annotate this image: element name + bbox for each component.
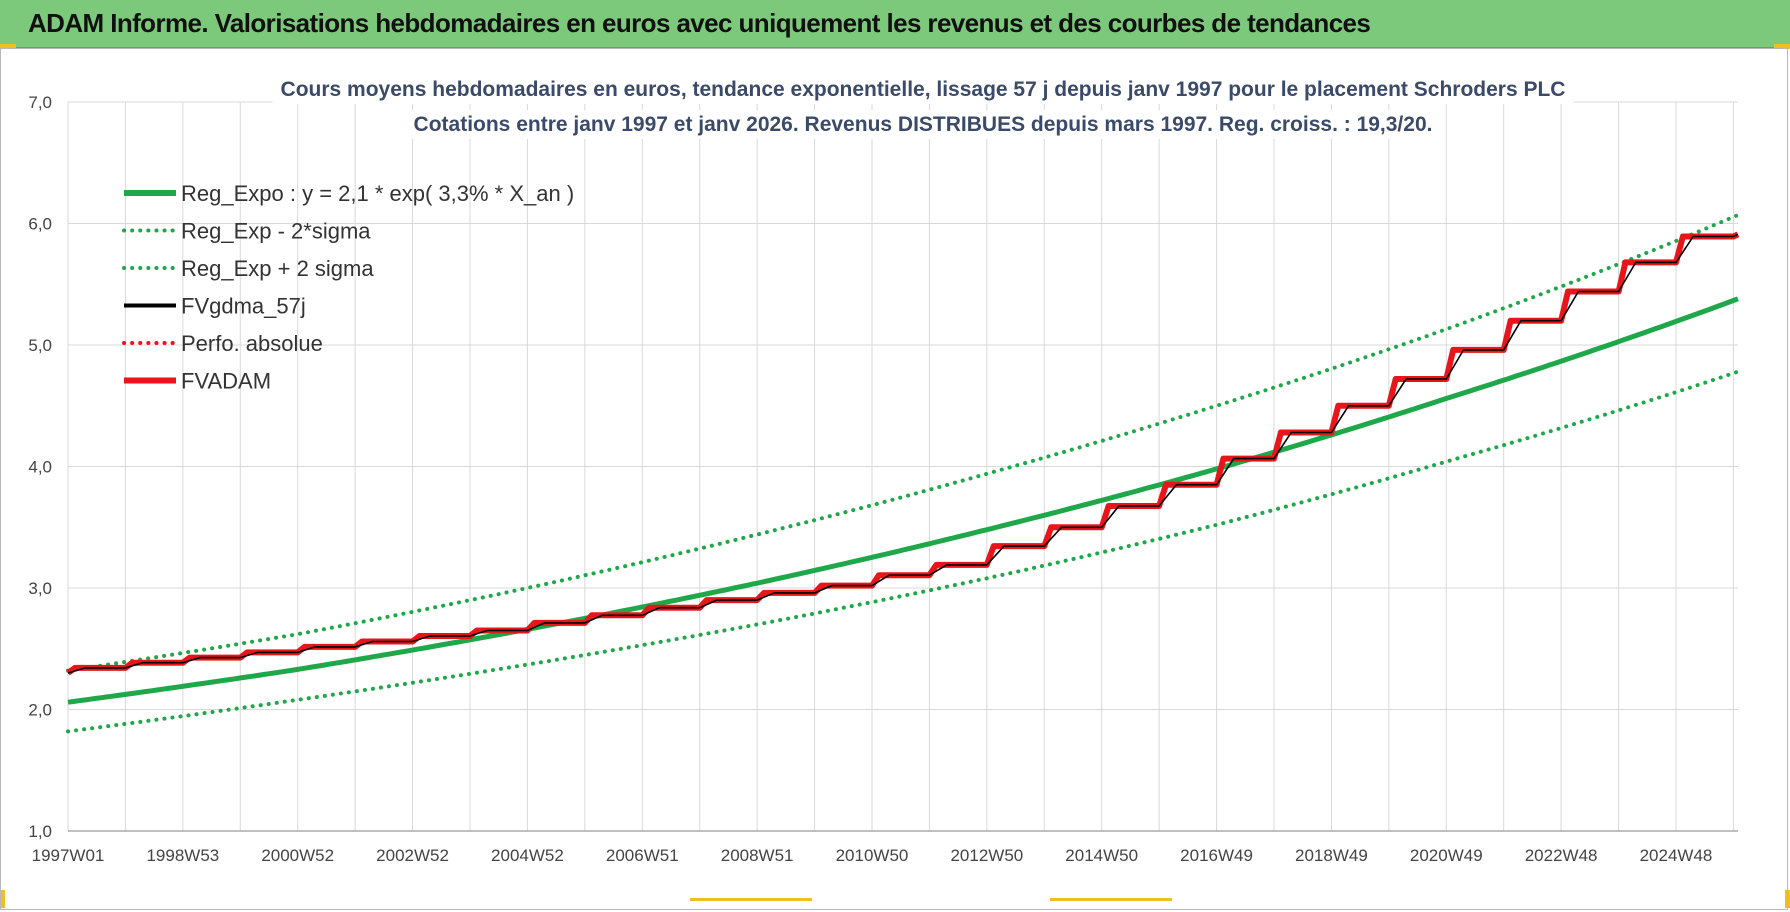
x-tick-label-14: 2024W48 bbox=[1640, 846, 1713, 865]
y-tick-label-1: 6,0 bbox=[28, 215, 52, 234]
legend-label-3: FVgdma_57j bbox=[181, 294, 306, 319]
x-tick-label-5: 2006W51 bbox=[606, 846, 679, 865]
x-tick-label-6: 2008W51 bbox=[721, 846, 794, 865]
legend-label-4: Perfo. absolue bbox=[181, 331, 323, 356]
series bbox=[66, 213, 1740, 734]
series-fvadam bbox=[66, 231, 1740, 676]
legend-label-0: Reg_Expo : y = 2,1 * exp( 3,3% * X_an ) bbox=[181, 181, 574, 206]
x-tick-label-11: 2018W49 bbox=[1295, 846, 1368, 865]
chart-title-line-2: Cotations entre janv 1997 et janv 2026. … bbox=[414, 113, 1433, 136]
chart-title-line-1: Cours moyens hebdomadaires en euros, ten… bbox=[281, 78, 1566, 101]
corner-mark-top-left bbox=[0, 44, 16, 49]
corner-mark-top-right bbox=[1774, 44, 1790, 49]
chart-frame bbox=[0, 48, 1788, 910]
x-tick-label-8: 2012W50 bbox=[950, 846, 1023, 865]
y-tick-label-2: 5,0 bbox=[28, 336, 52, 355]
series-reg-exp-plus-2sigma bbox=[66, 213, 1740, 673]
legend-label-1: Reg_Exp - 2*sigma bbox=[181, 219, 371, 244]
x-tick-label-12: 2020W49 bbox=[1410, 846, 1483, 865]
x-tick-label-4: 2004W52 bbox=[491, 846, 564, 865]
bottom-marker-left bbox=[690, 898, 812, 901]
legend-label-5: FVADAM bbox=[181, 369, 271, 394]
x-tick-label-7: 2010W50 bbox=[836, 846, 909, 865]
x-tick-label-2: 2000W52 bbox=[261, 846, 334, 865]
report-banner: ADAM Informe. Valorisations hebdomadaire… bbox=[0, 0, 1790, 48]
axis-ticks: 7,0 6,0 5,0 4,0 3,0 2,0 1,0 1997W01 1998W53 2000W… bbox=[28, 93, 1712, 865]
banner-title: ADAM Informe. Valorisations hebdomadaire… bbox=[28, 8, 1371, 38]
x-tick-label-10: 2016W49 bbox=[1180, 846, 1253, 865]
y-tick-label-0: 7,0 bbox=[28, 93, 52, 112]
series-fvgdma-57j bbox=[67, 233, 1739, 674]
grid bbox=[67, 101, 1738, 832]
chart-title-bg-1 bbox=[272, 75, 1574, 104]
x-tick-label-3: 2002W52 bbox=[376, 846, 449, 865]
bottom-marker-right bbox=[1050, 898, 1172, 901]
legend: Reg_Expo : y = 2,1 * exp( 3,3% * X_an ) R… bbox=[122, 181, 574, 394]
y-tick-label-6: 1,0 bbox=[28, 822, 52, 841]
x-tick-label-1: 1998W53 bbox=[146, 846, 219, 865]
y-tick-label-5: 2,0 bbox=[28, 701, 52, 720]
y-tick-label-3: 4,0 bbox=[28, 458, 52, 477]
x-tick-label-9: 2014W50 bbox=[1065, 846, 1138, 865]
legend-label-2: Reg_Exp + 2 sigma bbox=[181, 256, 374, 281]
chart-title-bg-2 bbox=[405, 110, 1441, 139]
corner-mark-bottom-left bbox=[0, 890, 5, 908]
chart-title: Cours moyens hebdomadaires en euros, ten… bbox=[272, 75, 1574, 139]
x-tick-label-13: 2022W48 bbox=[1525, 846, 1598, 865]
series-reg-expo bbox=[67, 296, 1739, 705]
x-tick-label-0: 1997W01 bbox=[32, 846, 105, 865]
y-tick-label-4: 3,0 bbox=[28, 579, 52, 598]
